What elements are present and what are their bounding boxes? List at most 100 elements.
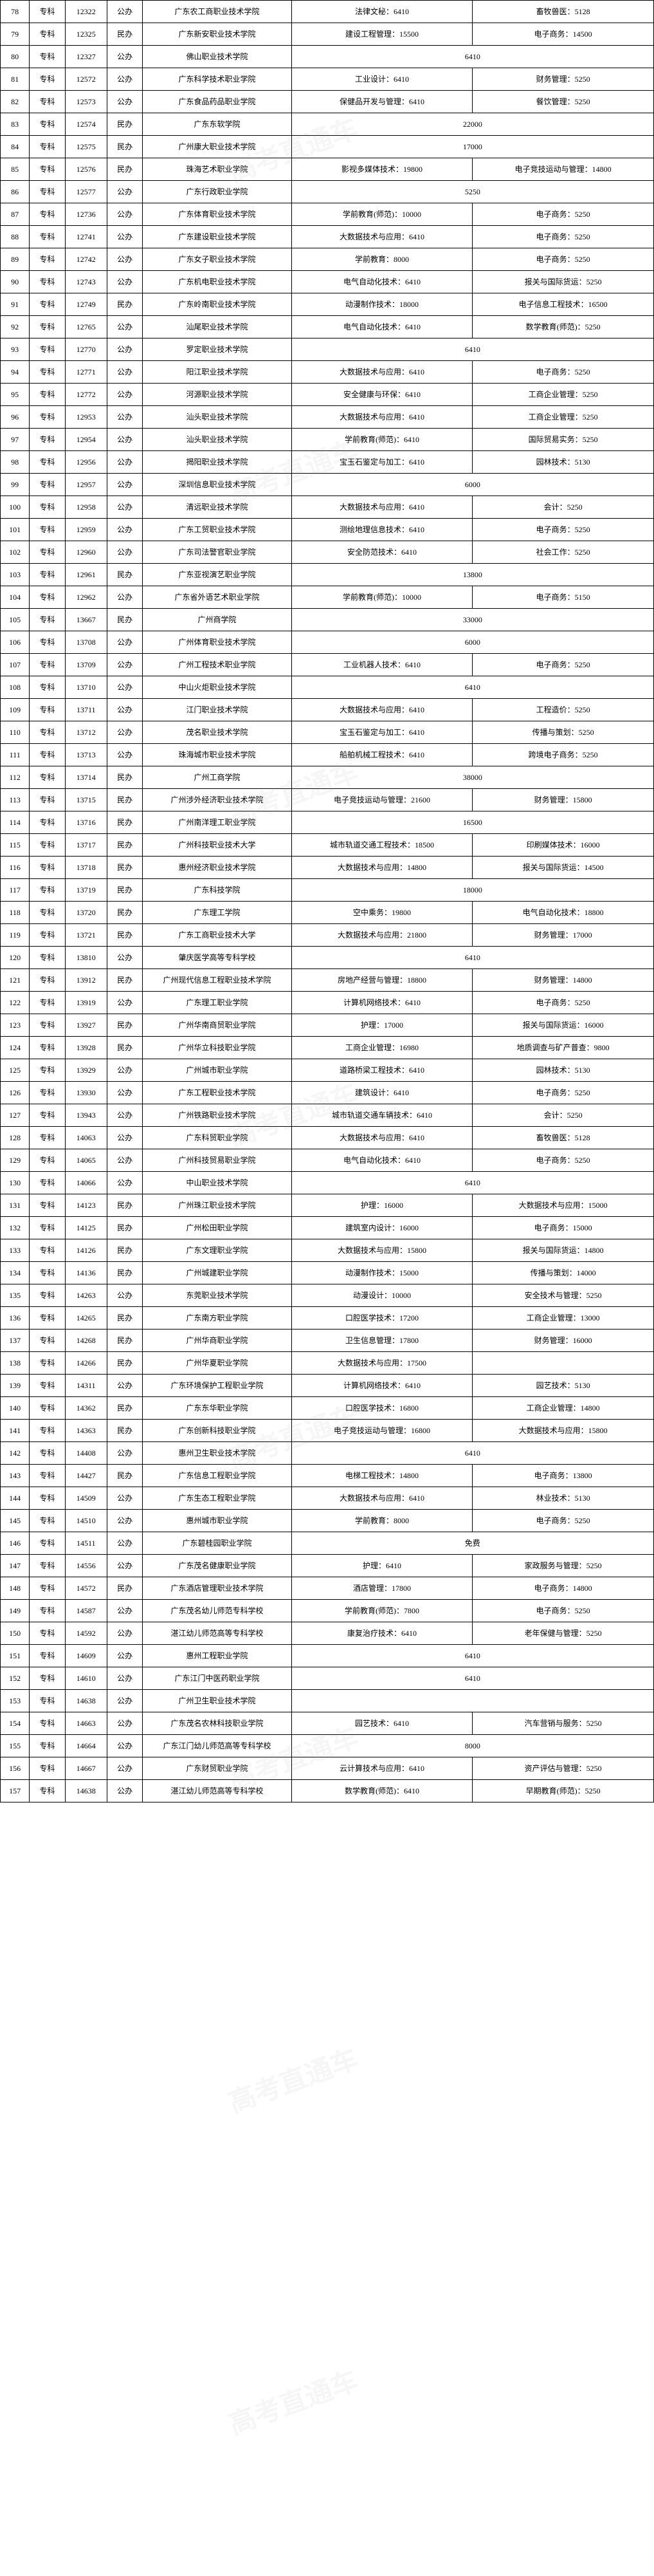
cell-type: 民办: [107, 1217, 142, 1239]
cell-school: 广州城市职业学院: [143, 1059, 291, 1082]
cell-school: 中山职业技术学院: [143, 1172, 291, 1194]
cell-major1: 宝玉石鉴定与加工：6410: [291, 721, 473, 744]
table-row: 144专科14509公办广东生态工程职业学院大数据技术与应用：6410林业技术：…: [1, 1487, 654, 1510]
cell-type: 民办: [107, 969, 142, 992]
cell-type: 公办: [107, 338, 142, 361]
cell-level: 专科: [30, 1127, 65, 1149]
cell-school: 广东江门幼儿师范高等专科学校: [143, 1735, 291, 1757]
cell-school: 广州工商学院: [143, 766, 291, 789]
cell-major1: 学前教育(师范)：7800: [291, 1600, 473, 1622]
cell-index: 137: [1, 1330, 30, 1352]
table-row: 81专科12572公办广东科学技术职业学院工业设计：6410财务管理：5250: [1, 68, 654, 91]
cell-type: 公办: [107, 1172, 142, 1194]
cell-code: 12573: [65, 91, 107, 113]
cell-level: 专科: [30, 496, 65, 519]
cell-index: 107: [1, 654, 30, 676]
cell-code: 12953: [65, 406, 107, 429]
table-row: 92专科12765公办汕尾职业技术学院电气自动化技术：6410数学教育(师范)：…: [1, 316, 654, 338]
cell-major1: 安全防范技术：6410: [291, 541, 473, 564]
cell-major2: 电子商务：14500: [473, 23, 654, 46]
cell-index: 98: [1, 451, 30, 474]
cell-type: 民办: [107, 1420, 142, 1442]
cell-major2: 电子商务：5250: [473, 654, 654, 676]
cell-major2: 电子商务：5250: [473, 248, 654, 271]
cell-major1: 云计算技术与应用：6410: [291, 1757, 473, 1780]
cell-type: 公办: [107, 631, 142, 654]
cell-school: 广东工贸职业技术学院: [143, 519, 291, 541]
cell-major-merged: 33000: [291, 609, 653, 631]
cell-major2: 电子商务：5250: [473, 226, 654, 248]
cell-school: 广州工程技术职业学院: [143, 654, 291, 676]
cell-type: 公办: [107, 1149, 142, 1172]
cell-level: 专科: [30, 1555, 65, 1577]
cell-level: 专科: [30, 384, 65, 406]
cell-code: 14638: [65, 1780, 107, 1802]
cell-major1: 工商企业管理：16980: [291, 1037, 473, 1059]
cell-code: 12961: [65, 564, 107, 586]
cell-level: 专科: [30, 1600, 65, 1622]
cell-index: 148: [1, 1577, 30, 1600]
table-row: 102专科12960公办广东司法警官职业学院安全防范技术：6410社会工作：52…: [1, 541, 654, 564]
cell-level: 专科: [30, 1735, 65, 1757]
cell-index: 131: [1, 1194, 30, 1217]
cell-code: 13714: [65, 766, 107, 789]
cell-type: 公办: [107, 474, 142, 496]
cell-school: 广州康大职业技术学院: [143, 136, 291, 158]
cell-index: 141: [1, 1420, 30, 1442]
cell-index: 132: [1, 1217, 30, 1239]
cell-type: 公办: [107, 1059, 142, 1082]
cell-major1: 大数据技术与应用：17500: [291, 1352, 473, 1375]
cell-major2: 财务管理：17000: [473, 924, 654, 947]
table-row: 157专科14638公办湛江幼儿师范高等专科学校数学教育(师范)：6410早期教…: [1, 1780, 654, 1802]
cell-level: 专科: [30, 23, 65, 46]
cell-major-merged: 6000: [291, 631, 653, 654]
cell-level: 专科: [30, 564, 65, 586]
table-row: 89专科12742公办广东女子职业技术学院学前教育：8000电子商务：5250: [1, 248, 654, 271]
cell-major1: 卫生信息管理：17800: [291, 1330, 473, 1352]
cell-type: 民办: [107, 1465, 142, 1487]
cell-major2: 电子商务：14800: [473, 1577, 654, 1600]
table-row: 103专科12961民办广东亚视演艺职业学院13800: [1, 564, 654, 586]
cell-level: 专科: [30, 1037, 65, 1059]
table-row: 98专科12956公办揭阳职业技术学院宝玉石鉴定与加工：6410园林技术：513…: [1, 451, 654, 474]
cell-level: 专科: [30, 1104, 65, 1127]
cell-code: 14664: [65, 1735, 107, 1757]
cell-type: 公办: [107, 361, 142, 384]
cell-major2: 跨境电子商务：5250: [473, 744, 654, 766]
table-row: 93专科12770公办罗定职业技术学院6410: [1, 338, 654, 361]
cell-code: 13718: [65, 857, 107, 879]
cell-code: 13929: [65, 1059, 107, 1082]
cell-major1: 工业设计：6410: [291, 68, 473, 91]
cell-major2: 资产评估与管理：5250: [473, 1757, 654, 1780]
cell-code: 12576: [65, 158, 107, 181]
cell-major2: 电子竞技运动与管理：14800: [473, 158, 654, 181]
cell-type: 民办: [107, 766, 142, 789]
cell-major2: 畜牧兽医：5128: [473, 1127, 654, 1149]
cell-index: 128: [1, 1127, 30, 1149]
cell-level: 专科: [30, 992, 65, 1014]
table-row: 131专科14123民办广州珠江职业技术学院护理：16000大数据技术与应用：1…: [1, 1194, 654, 1217]
cell-code: 12327: [65, 46, 107, 68]
cell-level: 专科: [30, 1239, 65, 1262]
table-row: 90专科12743公办广东机电职业技术学院电气自动化技术：6410报关与国际货运…: [1, 271, 654, 293]
cell-index: 117: [1, 879, 30, 902]
cell-level: 专科: [30, 1757, 65, 1780]
cell-level: 专科: [30, 203, 65, 226]
cell-level: 专科: [30, 654, 65, 676]
cell-code: 14063: [65, 1127, 107, 1149]
cell-index: 153: [1, 1690, 30, 1712]
cell-level: 专科: [30, 1577, 65, 1600]
cell-index: 145: [1, 1510, 30, 1532]
cell-index: 139: [1, 1375, 30, 1397]
cell-code: 12771: [65, 361, 107, 384]
cell-level: 专科: [30, 1375, 65, 1397]
cell-level: 专科: [30, 226, 65, 248]
cell-major2: 财务管理：14800: [473, 969, 654, 992]
table-row: 135专科14263公办东莞职业技术学院动漫设计：10000安全技术与管理：52…: [1, 1284, 654, 1307]
cell-code: 14511: [65, 1532, 107, 1555]
cell-school: 汕尾职业技术学院: [143, 316, 291, 338]
table-row: 156专科14667公办广东财贸职业学院云计算技术与应用：6410资产评估与管理…: [1, 1757, 654, 1780]
cell-major1: 护理：16000: [291, 1194, 473, 1217]
cell-index: 94: [1, 361, 30, 384]
cell-school: 广东科贸职业学院: [143, 1127, 291, 1149]
